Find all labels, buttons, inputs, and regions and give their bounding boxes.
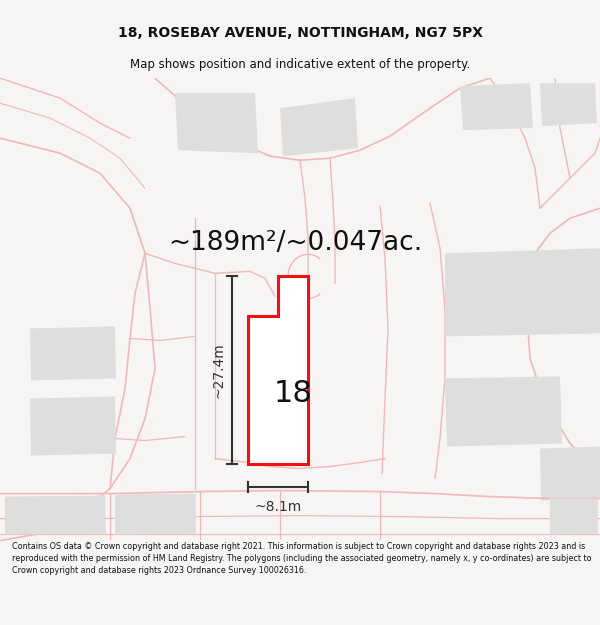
- Text: ~189m²/~0.047ac.: ~189m²/~0.047ac.: [168, 230, 422, 256]
- Text: ~8.1m: ~8.1m: [254, 499, 302, 514]
- Polygon shape: [445, 376, 562, 446]
- Text: Contains OS data © Crown copyright and database right 2021. This information is : Contains OS data © Crown copyright and d…: [12, 542, 592, 575]
- Polygon shape: [540, 83, 597, 126]
- Polygon shape: [460, 83, 533, 130]
- Polygon shape: [115, 494, 196, 534]
- Polygon shape: [30, 326, 116, 381]
- Text: 18, ROSEBAY AVENUE, NOTTINGHAM, NG7 5PX: 18, ROSEBAY AVENUE, NOTTINGHAM, NG7 5PX: [118, 26, 482, 41]
- Text: 18: 18: [274, 379, 313, 408]
- Polygon shape: [280, 98, 358, 156]
- Polygon shape: [540, 446, 600, 501]
- Polygon shape: [175, 93, 258, 153]
- Text: Map shows position and indicative extent of the property.: Map shows position and indicative extent…: [130, 58, 470, 71]
- Polygon shape: [248, 276, 308, 464]
- Polygon shape: [445, 248, 600, 336]
- Polygon shape: [550, 499, 598, 534]
- Text: ~27.4m: ~27.4m: [211, 342, 225, 398]
- Polygon shape: [30, 396, 116, 456]
- Polygon shape: [5, 496, 106, 534]
